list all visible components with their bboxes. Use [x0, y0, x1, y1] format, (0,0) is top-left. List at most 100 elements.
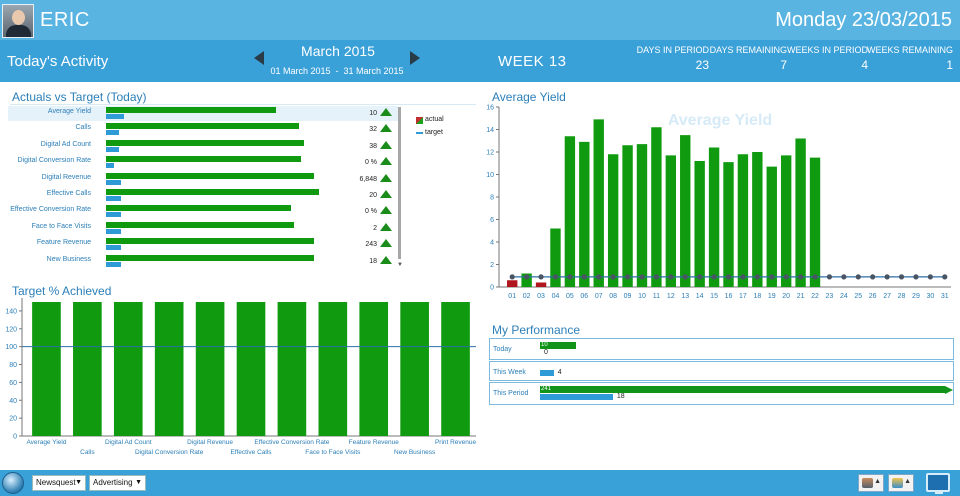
- yield-bar[interactable]: [766, 166, 777, 287]
- yield-bar[interactable]: [607, 154, 619, 287]
- actual-bar: 241: [540, 386, 945, 393]
- target-point[interactable]: [697, 274, 703, 280]
- yield-bar[interactable]: [535, 282, 547, 288]
- week-number: WEEK 13: [498, 53, 567, 70]
- yield-bar[interactable]: [809, 157, 821, 287]
- stat-label: DAYS IN PERIOD: [636, 45, 709, 55]
- metric-value: 0 %: [364, 208, 377, 216]
- yield-bar[interactable]: [636, 144, 648, 287]
- target-point[interactable]: [942, 274, 948, 280]
- yield-bar[interactable]: [521, 273, 532, 288]
- achieved-bar[interactable]: [195, 302, 225, 436]
- target-point[interactable]: [754, 274, 760, 280]
- target-point[interactable]: [783, 274, 789, 280]
- target-point[interactable]: [567, 274, 573, 280]
- yield-bar[interactable]: [694, 161, 705, 287]
- target-point[interactable]: [624, 274, 631, 280]
- x-tick-label: Effective Calls: [230, 449, 272, 456]
- previous-month-arrow-icon[interactable]: [254, 51, 264, 65]
- yield-bar[interactable]: [737, 154, 749, 287]
- achieved-bar[interactable]: [73, 302, 102, 436]
- display-screen-icon[interactable]: [926, 473, 950, 494]
- target-point[interactable]: [870, 274, 876, 280]
- scrollbar[interactable]: [398, 107, 401, 259]
- tools-icon: [892, 478, 903, 488]
- x-tick-label: Face to Face Visits: [305, 449, 361, 456]
- target-point[interactable]: [639, 274, 645, 280]
- next-month-arrow-icon[interactable]: [410, 51, 420, 65]
- target-point[interactable]: [581, 274, 587, 280]
- target-point[interactable]: [812, 274, 818, 280]
- yield-bar[interactable]: [651, 127, 662, 287]
- achieved-bar[interactable]: [400, 302, 429, 436]
- legend-actual-swatch: [416, 117, 423, 124]
- x-tick-label: 26: [869, 293, 877, 300]
- target-point[interactable]: [884, 274, 890, 280]
- start-orb-icon[interactable]: [2, 472, 24, 494]
- target-point[interactable]: [711, 274, 717, 280]
- achieved-bar[interactable]: [154, 302, 184, 436]
- target-point[interactable]: [927, 274, 933, 280]
- yield-bar[interactable]: [795, 138, 806, 288]
- target-point[interactable]: [668, 274, 674, 280]
- target-bar: [106, 130, 119, 136]
- achieved-bar[interactable]: [441, 302, 470, 436]
- tools-menu-button[interactable]: ▲: [888, 474, 914, 492]
- metric-label: Digital Revenue: [41, 173, 91, 181]
- target-point[interactable]: [725, 274, 732, 280]
- target-point[interactable]: [826, 274, 833, 280]
- x-tick-label: 03: [537, 293, 545, 300]
- achieved-bar[interactable]: [277, 302, 307, 436]
- trend-up-icon: [380, 190, 392, 198]
- target-point[interactable]: [913, 274, 919, 280]
- avatar[interactable]: [2, 4, 34, 38]
- caret-up-icon: ▲: [874, 478, 881, 485]
- yield-bar[interactable]: [593, 119, 604, 287]
- target-point[interactable]: [538, 274, 544, 280]
- target-point[interactable]: [769, 274, 775, 280]
- actual-bar: [106, 172, 314, 179]
- target-point[interactable]: [898, 274, 905, 280]
- target-point[interactable]: [524, 274, 530, 280]
- target-point[interactable]: [653, 274, 660, 280]
- x-tick-label: 17: [739, 293, 747, 300]
- company-select[interactable]: Newsquest ▼: [32, 475, 86, 491]
- scroll-down-icon[interactable]: ▼: [397, 262, 403, 268]
- yield-bar[interactable]: [723, 162, 734, 287]
- target-point[interactable]: [610, 274, 616, 280]
- yield-bar[interactable]: [579, 141, 590, 287]
- target-point[interactable]: [552, 274, 559, 280]
- x-tick-label: 22: [811, 293, 819, 300]
- achieved-bar[interactable]: [318, 302, 348, 436]
- target-point[interactable]: [682, 274, 688, 280]
- users-menu-button[interactable]: ▲: [858, 474, 884, 492]
- achieved-bar[interactable]: [32, 302, 61, 436]
- target-point[interactable]: [509, 274, 515, 280]
- achieved-bar[interactable]: [113, 302, 143, 436]
- yield-bar[interactable]: [564, 136, 576, 287]
- yield-bar[interactable]: [507, 280, 518, 287]
- x-tick-label: 25: [854, 293, 862, 300]
- target-point[interactable]: [740, 274, 746, 280]
- target-point[interactable]: [855, 274, 861, 280]
- yield-bar[interactable]: [780, 155, 792, 287]
- yield-bar[interactable]: [708, 147, 720, 288]
- target-value: 4: [557, 369, 562, 376]
- target-point[interactable]: [841, 274, 847, 280]
- x-tick-label: Average Yield: [26, 439, 66, 446]
- x-tick-label: Digital Ad Count: [105, 439, 152, 446]
- trend-up-icon: [380, 124, 392, 133]
- target-point[interactable]: [797, 274, 804, 280]
- period-bar: Today's Activity March 2015 01 March 201…: [0, 40, 960, 82]
- department-select[interactable]: Advertising ▼: [89, 475, 146, 491]
- yield-bar[interactable]: [752, 152, 763, 287]
- x-tick-label: Print Revenue: [435, 439, 477, 446]
- achieved-bar[interactable]: [359, 302, 389, 436]
- yield-bar[interactable]: [665, 155, 677, 287]
- target-point[interactable]: [596, 274, 602, 280]
- yield-bar[interactable]: [680, 135, 691, 287]
- overflow-arrow-icon: [945, 385, 953, 394]
- yield-bar[interactable]: [622, 145, 633, 287]
- achieved-bar[interactable]: [236, 302, 266, 436]
- yield-bar[interactable]: [550, 228, 561, 288]
